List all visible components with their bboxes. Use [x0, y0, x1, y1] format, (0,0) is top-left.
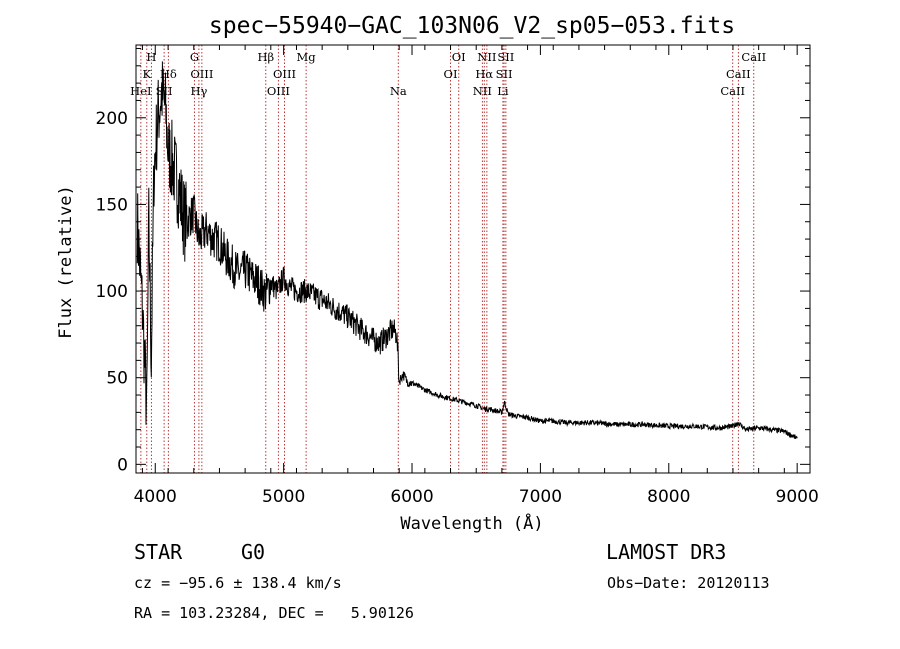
line-label: CaII [726, 67, 751, 81]
x-tick-label: 8000 [647, 487, 690, 507]
y-tick-label: 50 [106, 369, 128, 389]
x-tick-labels: 4000 5000 6000 7000 8000 9000 [134, 487, 819, 507]
observation-date: Obs−Date: 20120113 [607, 574, 770, 592]
line-label: Mg [297, 50, 317, 64]
object-subclass: G0 [241, 540, 265, 564]
line-label: CaII [741, 50, 766, 64]
line-label: CaII [720, 84, 745, 98]
line-label: SII [496, 67, 513, 81]
line-label: K [142, 67, 151, 81]
line-label: HeI [130, 84, 151, 98]
line-label: G [190, 50, 199, 64]
line-label: OI [444, 67, 458, 81]
line-label: Hδ [160, 67, 177, 81]
survey-name: LAMOST DR3 [606, 540, 726, 564]
line-label: NII [473, 84, 492, 98]
object-class: STAR [134, 540, 183, 564]
x-tick-label: 4000 [134, 487, 177, 507]
x-tick-label: 6000 [390, 487, 433, 507]
y-tick-labels: 0 50 100 150 200 [96, 109, 128, 476]
line-label: Na [390, 84, 407, 98]
redshift-velocity: cz = −95.6 ± 138.4 km/s [134, 574, 342, 592]
x-axis-label: Wavelength (Å) [400, 512, 543, 534]
x-tick-label: 5000 [262, 487, 305, 507]
y-tick-label: 100 [96, 282, 128, 302]
axis-ticks [136, 45, 810, 473]
line-label: OIII [273, 67, 296, 81]
y-tick-label: 200 [96, 109, 128, 129]
line-label: Hα [475, 67, 493, 81]
coordinates: RA = 103.23284, DEC = 5.90126 [134, 604, 414, 622]
line-label: OI [452, 50, 466, 64]
spectrum-line [136, 61, 798, 439]
line-label: H [146, 50, 156, 64]
y-tick-label: 0 [117, 455, 128, 475]
chart-title: spec−55940−GAC_103N06_V2_sp05−053.fits [209, 13, 735, 39]
spectral-line-markers [140, 45, 755, 473]
line-label: OIII [267, 84, 290, 98]
x-tick-label: 9000 [776, 487, 819, 507]
line-label: Li [497, 84, 509, 98]
line-label: OIII [190, 67, 213, 81]
y-tick-label: 150 [96, 195, 128, 215]
x-tick-label: 7000 [519, 487, 562, 507]
y-axis-label: Flux (relative) [56, 185, 76, 339]
line-label: NII [477, 50, 496, 64]
line-label: Hγ [190, 84, 207, 98]
plot-frame [135, 44, 811, 474]
line-label: Hβ [257, 50, 274, 64]
line-label: SII [497, 50, 514, 64]
